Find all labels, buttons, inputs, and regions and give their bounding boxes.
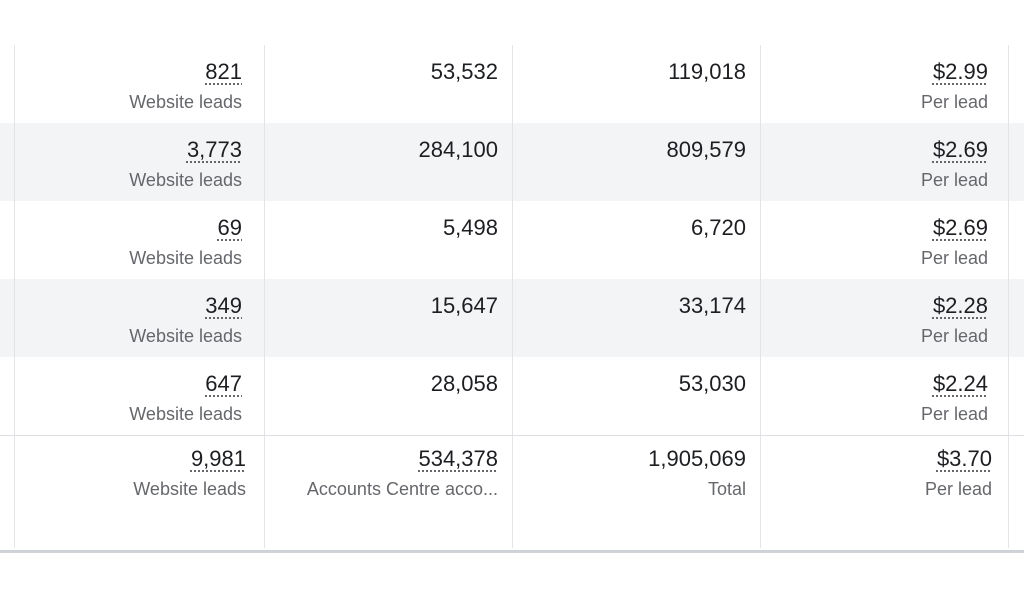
cost-per-result-value[interactable]: $2.28 [933, 293, 988, 318]
reach-value: 284,100 [264, 123, 498, 163]
result-type-label: Website leads [14, 169, 242, 191]
impressions-cell: 809,579 [512, 123, 760, 201]
reach-cell: 284,100 [264, 123, 512, 201]
impressions-value: 809,579 [512, 123, 746, 163]
total-reach-label: Accounts Centre acco... [264, 478, 498, 500]
total-impressions-cell: 1,905,069 Total [512, 436, 760, 541]
ads-results-table: 821 Website leads 53,532 119,018 $2.99 P… [0, 45, 1024, 553]
total-results-cell: 9,981 Website leads [14, 436, 264, 541]
results-value[interactable]: 3,773 [187, 137, 242, 162]
total-reach-cell: 534,378 Accounts Centre acco... [264, 436, 512, 541]
results-value[interactable]: 349 [205, 293, 242, 318]
reach-cell: 28,058 [264, 357, 512, 435]
results-cell: 349 Website leads [14, 279, 264, 357]
total-cost-value[interactable]: $3.70 [937, 446, 992, 471]
cost-per-result-cell: $2.69 Per lead [760, 201, 1008, 279]
reach-cell: 53,532 [264, 45, 512, 123]
reach-value: 15,647 [264, 279, 498, 319]
cost-per-result-value[interactable]: $2.69 [933, 137, 988, 162]
reach-value: 53,532 [264, 45, 498, 85]
reach-cell: 5,498 [264, 201, 512, 279]
column-divider [1008, 45, 1009, 548]
results-value[interactable]: 647 [205, 371, 242, 396]
cost-per-result-label: Per lead [760, 403, 988, 425]
total-cost-label: Per lead [760, 478, 992, 500]
impressions-cell: 33,174 [512, 279, 760, 357]
cost-per-result-cell: $2.69 Per lead [760, 123, 1008, 201]
impressions-value: 6,720 [512, 201, 746, 241]
total-cost-cell: $3.70 Per lead [760, 436, 1008, 541]
impressions-value: 53,030 [512, 357, 746, 397]
cost-per-result-label: Per lead [760, 169, 988, 191]
results-cell: 647 Website leads [14, 357, 264, 435]
result-type-label: Website leads [14, 247, 242, 269]
impressions-cell: 53,030 [512, 357, 760, 435]
cost-per-result-cell: $2.99 Per lead [760, 45, 1008, 123]
column-divider [14, 45, 15, 548]
impressions-cell: 119,018 [512, 45, 760, 123]
cost-per-result-value[interactable]: $2.69 [933, 215, 988, 240]
results-value[interactable]: 69 [218, 215, 242, 240]
impressions-value: 119,018 [512, 45, 746, 85]
total-impressions-label: Total [512, 478, 746, 500]
reach-value: 28,058 [264, 357, 498, 397]
total-impressions-value: 1,905,069 [512, 436, 746, 472]
result-type-label: Website leads [14, 325, 242, 347]
result-type-label: Website leads [14, 91, 242, 113]
cost-per-result-cell: $2.24 Per lead [760, 357, 1008, 435]
column-divider [512, 45, 513, 548]
reach-value: 5,498 [264, 201, 498, 241]
cost-per-result-value[interactable]: $2.99 [933, 59, 988, 84]
column-divider [264, 45, 265, 548]
cost-per-result-cell: $2.28 Per lead [760, 279, 1008, 357]
cost-per-result-value[interactable]: $2.24 [933, 371, 988, 396]
cost-per-result-label: Per lead [760, 325, 988, 347]
total-reach-value[interactable]: 534,378 [418, 446, 498, 471]
column-divider [760, 45, 761, 548]
results-cell: 69 Website leads [14, 201, 264, 279]
results-cell: 3,773 Website leads [14, 123, 264, 201]
reach-cell: 15,647 [264, 279, 512, 357]
result-type-label: Website leads [14, 403, 242, 425]
impressions-value: 33,174 [512, 279, 746, 319]
total-result-type-label: Website leads [14, 478, 246, 500]
impressions-cell: 6,720 [512, 201, 760, 279]
total-results-value[interactable]: 9,981 [191, 446, 246, 471]
cost-per-result-label: Per lead [760, 91, 988, 113]
results-value[interactable]: 821 [205, 59, 242, 84]
results-cell: 821 Website leads [14, 45, 264, 123]
cost-per-result-label: Per lead [760, 247, 988, 269]
